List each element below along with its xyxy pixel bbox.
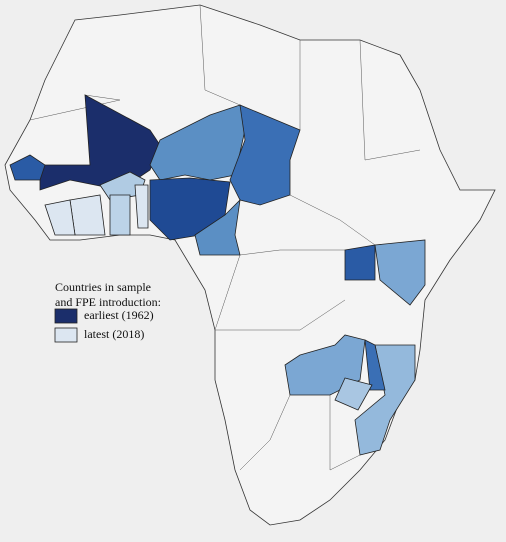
malawi — [364, 339, 386, 391]
mozambique — [354, 344, 416, 456]
mali — [39, 94, 161, 191]
kenya — [374, 239, 426, 306]
legend-title: Countries in sample — [55, 280, 151, 294]
benin — [134, 184, 149, 229]
legend-label: latest (2018) — [84, 327, 144, 341]
chad — [229, 104, 301, 206]
uganda — [344, 244, 376, 281]
ghana — [109, 194, 131, 236]
senegal — [9, 154, 46, 181]
legend-swatch — [54, 308, 78, 324]
countries — [9, 94, 426, 456]
niger — [149, 104, 246, 181]
cameroon — [194, 198, 241, 256]
legend-label: earliest (1962) — [84, 308, 154, 322]
cote-divoire — [69, 194, 106, 236]
zimbabwe — [334, 377, 373, 411]
legend-title: and FPE introduction: — [55, 295, 161, 309]
guinea — [44, 199, 76, 236]
legend-swatch — [54, 327, 78, 343]
borders — [29, 4, 421, 471]
